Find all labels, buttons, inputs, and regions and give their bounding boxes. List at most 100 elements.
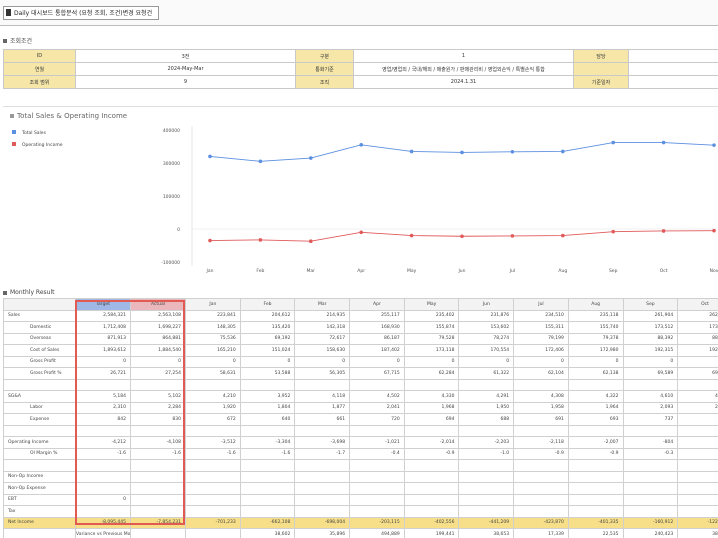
grid-cell[interactable] [75,505,131,518]
grid-cell[interactable] [239,424,296,437]
grid-cell[interactable] [567,470,624,483]
grid-cell[interactable]: 3,952 [239,390,296,403]
grid-cell[interactable] [513,378,569,391]
info-value[interactable] [628,75,718,89]
grid-cell[interactable]: 691 [513,413,569,426]
grid-cell[interactable]: 155,311 [513,321,569,334]
grid-cell[interactable]: 142,318 [294,321,351,334]
grid-column-header[interactable]: Feb [239,298,296,311]
grid-cell[interactable]: -2,007 [567,436,624,449]
grid-cell[interactable]: 2,310 [75,401,131,414]
grid-cell[interactable]: 0 [567,355,624,368]
grid-cell[interactable]: 694 [403,413,460,426]
info-value[interactable] [628,62,718,76]
grid-cell[interactable]: 172,406 [513,344,569,357]
grid-cell[interactable]: Variance vs Previous Month [75,528,131,538]
grid-cell[interactable]: 135,420 [239,321,296,334]
grid-cell[interactable]: -0.4 [349,447,405,460]
grid-cell[interactable]: 240,423 [622,528,679,538]
grid-cell[interactable] [294,378,351,391]
grid-cell[interactable]: -662,108 [239,516,296,529]
grid-cell[interactable]: 53,588 [239,367,296,380]
grid-cell[interactable] [677,493,718,506]
grid-cell[interactable]: 2,041 [349,401,405,414]
grid-cell[interactable]: 661 [294,413,351,426]
grid-cell[interactable] [677,505,718,518]
grid-cell[interactable]: 871,913 [75,332,131,345]
grid-cell[interactable] [458,459,515,472]
grid-cell[interactable]: 1,698,227 [130,321,186,334]
grid-cell[interactable] [403,424,460,437]
grid-cell[interactable] [294,505,351,518]
grid-cell[interactable]: 172,980 [567,344,624,357]
grid-cell[interactable]: 4,291 [458,390,515,403]
grid-cell[interactable] [458,470,515,483]
grid-cell[interactable]: 0 [622,355,679,368]
grid-cell[interactable]: -1.6 [130,447,186,460]
grid-cell[interactable]: 173,804 [677,321,718,334]
grid-cell[interactable]: 1,968 [403,401,460,414]
grid-cell[interactable]: 69,192 [239,332,296,345]
info-value[interactable]: 영업/영업외 / 국내/해외 / 매출원가 / 판매관리비 / 영업외손익 / … [353,62,574,76]
grid-cell[interactable]: 151,024 [239,344,296,357]
grid-cell[interactable]: 158,630 [294,344,351,357]
grid-cell[interactable]: -0.3 [622,447,679,460]
grid-cell[interactable]: -701,233 [185,516,241,529]
grid-cell[interactable] [349,470,405,483]
grid-cell[interactable] [185,528,241,538]
grid-cell[interactable]: 739 [677,413,718,426]
grid-cell[interactable] [349,493,405,506]
grid-cell[interactable]: 830 [130,413,186,426]
grid-cell[interactable]: -1,021 [349,436,405,449]
grid-cell[interactable]: 2,099 [677,401,718,414]
grid-cell[interactable]: 88,533 [677,332,718,345]
grid-cell[interactable] [185,505,241,518]
grid-cell[interactable]: -160,912 [622,516,679,529]
grid-cell[interactable]: 69,589 [622,367,679,380]
info-value[interactable]: 9 [75,75,296,89]
grid-cell[interactable] [622,482,679,495]
info-value[interactable]: 1 [353,49,574,63]
grid-cell[interactable] [458,505,515,518]
grid-cell[interactable] [349,459,405,472]
grid-cell[interactable] [75,470,131,483]
grid-cell[interactable] [622,459,679,472]
grid-cell[interactable] [185,470,241,483]
grid-cell[interactable]: 231,876 [458,309,515,322]
grid-cell[interactable]: 0 [75,493,131,506]
grid-cell[interactable] [185,424,241,437]
grid-cell[interactable]: 173,118 [403,344,460,357]
grid-cell[interactable]: 79,199 [513,332,569,345]
grid-cell[interactable] [239,459,296,472]
grid-cell[interactable] [567,459,624,472]
legend-label[interactable]: Total Sales [21,130,47,136]
grid-cell[interactable]: 4,308 [513,390,569,403]
grid-cell[interactable]: 168,930 [349,321,405,334]
grid-cell[interactable]: 720 [349,413,405,426]
grid-cell[interactable]: 1,920 [185,401,241,414]
grid-cell[interactable] [130,505,186,518]
grid-cell[interactable]: 1,877 [294,401,351,414]
grid-cell[interactable] [403,470,460,483]
grid-cell[interactable]: 199,441 [403,528,460,538]
grid-cell[interactable]: 0 [349,355,405,368]
grid-cell[interactable]: 0 [458,355,515,368]
grid-cell[interactable] [513,482,569,495]
grid-cell[interactable]: 693 [567,413,624,426]
grid-column-header[interactable]: Jul [513,298,569,311]
grid-cell[interactable]: 38,602 [239,528,296,538]
grid-cell[interactable]: 153,602 [458,321,515,334]
grid-cell[interactable] [130,424,186,437]
grid-cell[interactable]: 2,284 [130,401,186,414]
grid-cell[interactable]: -0.9 [403,447,460,460]
grid-cell[interactable]: 235,402 [403,309,460,322]
grid-cell[interactable]: -1.0 [458,447,515,460]
grid-column-header[interactable] [3,298,76,311]
grid-cell[interactable]: 864,881 [130,332,186,345]
grid-cell[interactable]: 58,631 [185,367,241,380]
grid-cell[interactable]: 1,712,408 [75,321,131,334]
grid-cell[interactable]: 4,322 [567,390,624,403]
grid-cell[interactable]: 35,896 [294,528,351,538]
grid-cell[interactable] [239,493,296,506]
grid-cell[interactable]: -441,209 [458,516,515,529]
